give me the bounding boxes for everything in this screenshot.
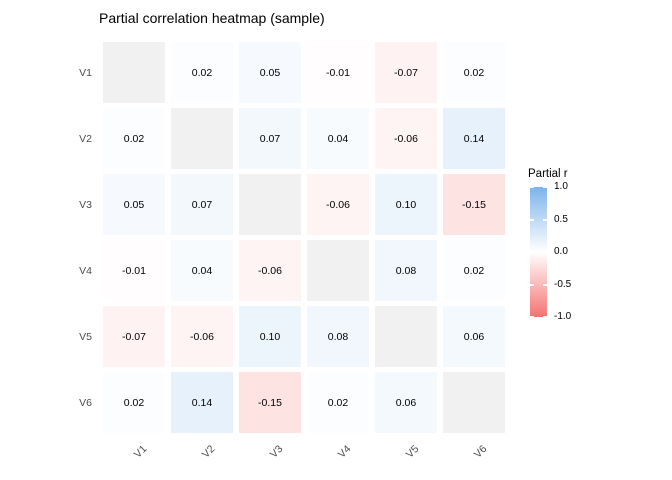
y-axis-label: V4 — [79, 264, 92, 277]
x-axis-label: V6 — [471, 443, 490, 461]
y-axis-label: V3 — [79, 198, 92, 211]
x-axis-label: V5 — [403, 443, 422, 461]
legend: Partial r 1.0 0.5 0.0 -0.5 -1.0 — [528, 168, 668, 322]
heatmap-cell: -0.07 — [375, 42, 437, 103]
legend-tick-label: 0.0 — [554, 246, 568, 257]
heatmap-cell: -0.01 — [307, 42, 369, 103]
heatmap-cell: 0.08 — [375, 240, 437, 301]
legend-tick-mark — [543, 251, 547, 253]
heatmap-cell: 0.02 — [103, 372, 165, 433]
heatmap-cell: -0.06 — [171, 306, 233, 367]
heatmap-cell: -0.06 — [375, 108, 437, 169]
legend-tick-mark — [543, 186, 547, 188]
heatmap-cell: 0.10 — [375, 174, 437, 235]
heatmap-grid: 0.02 0.05 -0.01 -0.07 0.02 0.02 0.07 0.04 -0.06 0… — [103, 42, 505, 433]
heatmap-cell: 0.06 — [443, 306, 505, 367]
legend-tick-mark — [543, 316, 547, 318]
heatmap-cell-diagonal — [239, 174, 301, 235]
heatmap-cell: 0.05 — [103, 174, 165, 235]
heatmap-cell: -0.06 — [307, 174, 369, 235]
legend-tick-label: 0.5 — [554, 213, 568, 225]
x-axis-label: V3 — [267, 443, 286, 461]
x-axis-label: V4 — [335, 443, 354, 461]
y-axis-labels: V1 V2 V3 V4 V5 V6 — [48, 42, 92, 433]
legend-tick-label: -1.0 — [554, 311, 572, 322]
heatmap-cell-diagonal — [375, 306, 437, 367]
legend-tick-mark — [530, 283, 534, 286]
heatmap-cell-diagonal — [171, 108, 233, 169]
legend-tick-mark — [530, 218, 534, 221]
legend-gradient-bar — [530, 187, 547, 317]
heatmap-cell: 0.02 — [443, 42, 505, 103]
legend-tick-mark — [530, 251, 534, 253]
heatmap-cell: 0.14 — [443, 108, 505, 169]
chart-title: Partial correlation heatmap (sample) — [99, 10, 325, 26]
y-axis-label: V1 — [79, 66, 92, 79]
legend-tick-label: -0.5 — [554, 278, 572, 290]
heatmap-cell: 0.07 — [171, 174, 233, 235]
heatmap-cell: 0.07 — [239, 108, 301, 169]
heatmap-cell: -0.06 — [239, 240, 301, 301]
legend-tick-mark — [530, 186, 534, 188]
heatmap-cell-diagonal — [103, 42, 165, 103]
heatmap-cell: 0.02 — [103, 108, 165, 169]
heatmap-cell-diagonal — [307, 240, 369, 301]
x-axis-label: V2 — [199, 443, 218, 461]
heatmap-cell: 0.04 — [171, 240, 233, 301]
heatmap-cell: -0.15 — [239, 372, 301, 433]
heatmap-cell: 0.05 — [239, 42, 301, 103]
heatmap-cell: -0.01 — [103, 240, 165, 301]
heatmap-cell: -0.15 — [443, 174, 505, 235]
legend-title: Partial r — [528, 168, 568, 180]
legend-tick-mark — [543, 283, 547, 286]
y-axis-label: V6 — [79, 396, 92, 409]
heatmap-cell-diagonal — [443, 372, 505, 433]
x-axis-label: V1 — [131, 443, 150, 461]
heatmap-cell: 0.02 — [443, 240, 505, 301]
y-axis-label: V2 — [79, 132, 92, 145]
heatmap-cell: 0.02 — [171, 42, 233, 103]
legend-tick-mark — [543, 218, 547, 221]
legend-tick-label: 1.0 — [554, 181, 568, 192]
legend-tick-mark — [530, 316, 534, 318]
heatmap-cell: 0.02 — [307, 372, 369, 433]
heatmap-cell: 0.14 — [171, 372, 233, 433]
heatmap-cell: 0.06 — [375, 372, 437, 433]
heatmap-cell: 0.08 — [307, 306, 369, 367]
heatmap-cell: 0.10 — [239, 306, 301, 367]
heatmap-cell: -0.07 — [103, 306, 165, 367]
heatmap-cell: 0.04 — [307, 108, 369, 169]
y-axis-label: V5 — [79, 330, 92, 343]
